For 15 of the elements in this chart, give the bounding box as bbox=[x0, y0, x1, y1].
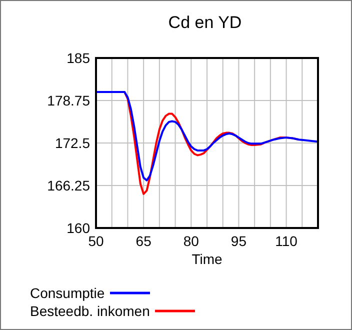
line-series bbox=[95, 91, 319, 182]
y-tick-label: 185 bbox=[66, 50, 90, 66]
x-tick-label: 110 bbox=[275, 233, 298, 249]
x-tick-label: 50 bbox=[88, 233, 104, 249]
x-axis-title: Time bbox=[192, 251, 223, 267]
y-tick-label: 178.75 bbox=[47, 92, 90, 108]
y-tick-label: 160 bbox=[66, 220, 90, 236]
x-tick-label: 80 bbox=[183, 233, 200, 249]
x-tick-label: 65 bbox=[136, 233, 152, 249]
y-tick-label: 172.5 bbox=[54, 134, 90, 151]
chart-title: Cd en YD bbox=[168, 13, 242, 32]
x-tick-label: 95 bbox=[230, 233, 247, 249]
y-tick-label: 166.25 bbox=[47, 177, 90, 194]
legend-label: Besteedb. inkomen bbox=[30, 302, 150, 319]
legend-label: Consumptie bbox=[30, 284, 105, 301]
